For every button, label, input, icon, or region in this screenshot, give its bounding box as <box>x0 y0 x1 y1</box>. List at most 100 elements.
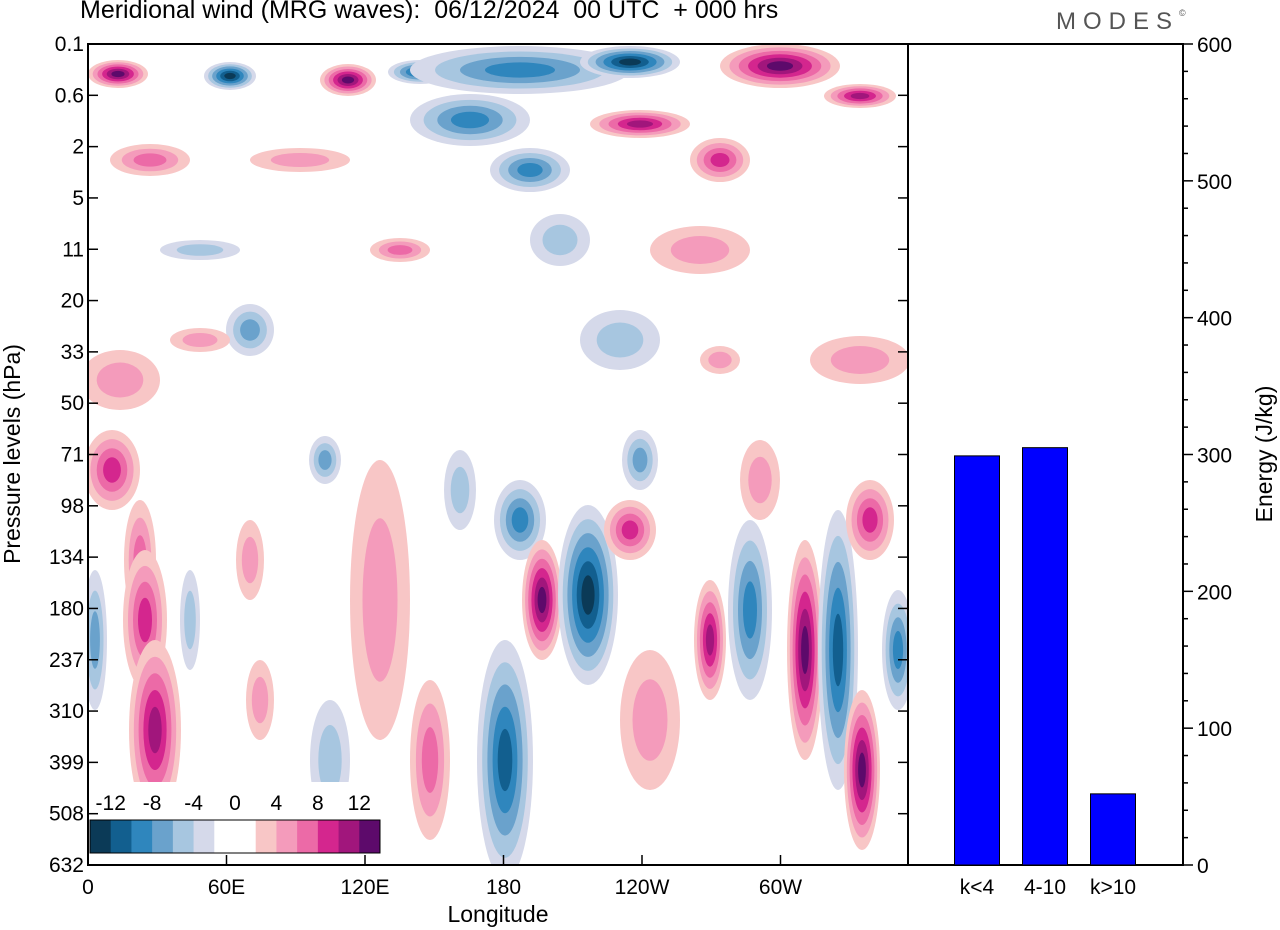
colorbar-swatch <box>255 820 277 853</box>
contour-region <box>596 322 644 358</box>
energy-bars <box>954 447 1136 866</box>
y-axis-title: Pressure levels (hPa) <box>0 344 25 564</box>
modes-logo: MODES© <box>1056 8 1186 36</box>
contour-region <box>581 575 595 615</box>
energy-bar <box>1090 793 1136 866</box>
colorbar-label: 12 <box>348 792 371 815</box>
contour-region <box>341 76 355 84</box>
colorbar-swatch <box>193 820 215 853</box>
contour-region <box>485 62 555 78</box>
contour-region <box>138 597 152 643</box>
y-tick-label: 0.6 <box>55 84 84 107</box>
chart-title: Meridional wind (MRG waves): 06/12/2024 … <box>80 0 779 24</box>
contour-region <box>710 153 730 167</box>
contour-region <box>743 581 757 639</box>
x-tick-label: 180 <box>486 876 521 899</box>
contour-region <box>148 706 162 754</box>
contour-region <box>892 630 904 670</box>
contour-region <box>133 153 167 167</box>
contour-region <box>251 676 269 724</box>
y-tick-label: 180 <box>49 597 84 620</box>
contour-region <box>832 613 844 687</box>
bar-category-label: k>10 <box>1090 876 1136 899</box>
bar-category-label: k<4 <box>960 876 995 899</box>
colorbar-swatch <box>131 820 153 853</box>
x-tick-label: 120W <box>615 876 670 899</box>
contour-region <box>497 728 513 792</box>
colorbar-swatch <box>338 820 360 853</box>
contour-region <box>708 351 732 369</box>
contour-region <box>748 456 772 504</box>
contour-region <box>241 536 259 584</box>
brand-mark: © <box>1179 8 1186 18</box>
energy-tick-label: 500 <box>1197 171 1232 194</box>
colorbar-swatch <box>359 820 381 853</box>
contour-region <box>421 727 439 793</box>
x-tick-label: 60E <box>208 876 245 899</box>
colorbar-swatch <box>152 820 174 853</box>
contour-region <box>318 725 342 795</box>
contour-region <box>362 518 398 682</box>
bar-x-axis: k<4 4-10 k>10 <box>960 876 1136 899</box>
colorbar-swatch <box>297 820 319 853</box>
colorbar-label: 8 <box>312 792 324 815</box>
contour-region <box>627 120 653 128</box>
colorbar-swatch <box>317 820 339 853</box>
colorbar-swatch <box>110 820 132 853</box>
colorbar-swatch <box>235 820 257 853</box>
y-tick-label: 11 <box>62 238 84 261</box>
contour-region <box>621 520 639 540</box>
contour-region <box>517 163 543 177</box>
x-tick-label: 0 <box>82 876 94 899</box>
contour-region <box>103 457 121 483</box>
contour-region <box>850 92 870 100</box>
contour-region <box>830 346 890 374</box>
energy-bar <box>1022 447 1068 866</box>
colorbar-label: -12 <box>96 792 126 815</box>
y-tick-label: 98 <box>61 495 84 518</box>
contour-region <box>858 752 866 788</box>
contour-region <box>542 224 578 256</box>
x-axis-title: Longitude <box>447 901 548 927</box>
energy-bar <box>954 455 1000 866</box>
y-tick-label: 632 <box>49 854 84 877</box>
y-tick-label: 50 <box>61 392 84 415</box>
contour-region <box>862 507 878 533</box>
y-tick-label: 237 <box>49 649 84 672</box>
contour-region <box>619 58 641 66</box>
energy-axis-title: Energy (J/kg) <box>1251 386 1277 523</box>
contour-region <box>670 236 730 264</box>
colorbar-frame <box>89 819 381 854</box>
contour-region <box>270 153 330 167</box>
contour-region <box>801 625 809 675</box>
contour-region <box>632 447 648 473</box>
x-tick-label: 120E <box>340 876 389 899</box>
colorbar-label: -8 <box>143 792 162 815</box>
contour-region <box>318 450 332 470</box>
energy-tick-label: 400 <box>1197 308 1232 331</box>
energy-tick-label: 100 <box>1197 718 1232 741</box>
x-tick-label: 60W <box>759 876 802 899</box>
heatmap-y-axis: 0.1 0.6 2 5 11 20 33 50 71 98 134 180 237 310 399 508 63… <box>49 33 908 877</box>
colorbar-swatch <box>172 820 194 853</box>
contour-region <box>537 586 547 614</box>
contour-region <box>387 245 413 255</box>
contour-region <box>90 611 100 669</box>
y-tick-label: 508 <box>49 803 84 826</box>
y-tick-label: 0.1 <box>55 33 84 56</box>
contour-region <box>511 507 529 533</box>
y-tick-label: 5 <box>72 187 84 210</box>
colorbar-swatch <box>276 820 298 853</box>
bar-category-label: 4-10 <box>1024 876 1066 899</box>
y-tick-label: 310 <box>49 700 84 723</box>
y-tick-label: 33 <box>61 341 84 364</box>
energy-tick-label: 600 <box>1197 34 1232 57</box>
colorbar-label: -4 <box>184 792 203 815</box>
energy-tick-label: 200 <box>1197 581 1232 604</box>
contour-region <box>176 244 224 256</box>
contour-region <box>632 679 668 761</box>
contour-region <box>450 466 470 514</box>
contour-region <box>766 61 794 71</box>
colorbar-swatch <box>90 820 112 853</box>
